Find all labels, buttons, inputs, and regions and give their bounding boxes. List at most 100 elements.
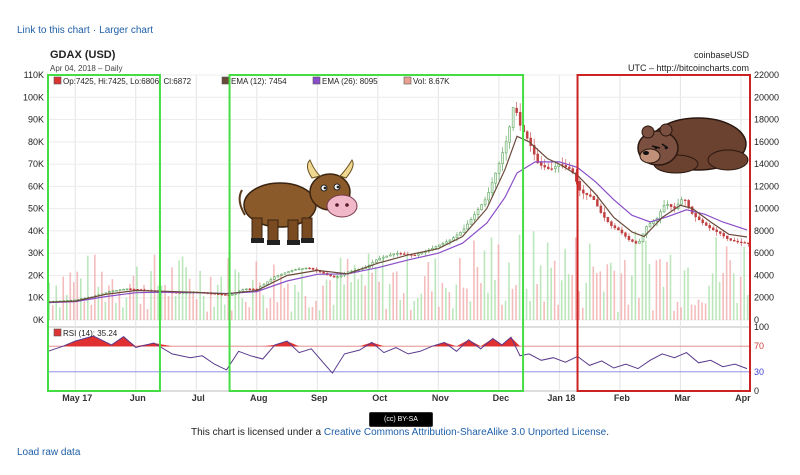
load-raw-data-link[interactable]: Load raw data <box>17 447 81 458</box>
volume-bar <box>434 258 437 320</box>
volume-bar <box>455 284 458 320</box>
x-tick: Sep <box>311 393 328 403</box>
chart-subtitle: Apr 04, 2018 – Daily <box>50 64 123 73</box>
volume-bar <box>729 260 731 320</box>
candle-body <box>624 232 627 237</box>
volume-bar <box>283 287 286 320</box>
volume-bar <box>694 305 696 320</box>
volume-bar <box>357 279 359 320</box>
y-left-tick: 60K <box>28 181 44 191</box>
candle-body <box>434 246 438 249</box>
candle-body <box>332 275 336 278</box>
volume-bar <box>402 293 405 320</box>
candle-body <box>634 241 638 244</box>
x-tick: Dec <box>493 393 510 403</box>
rsi-tick: 0 <box>754 386 759 396</box>
candle-body <box>666 204 669 206</box>
horizontal-gridlines <box>48 74 750 321</box>
cc-license-badge[interactable]: (cc) BY-SA <box>369 412 433 427</box>
candle-body <box>301 268 304 270</box>
candle-body <box>532 145 536 155</box>
candle-body <box>118 289 122 291</box>
license-suffix: . <box>606 427 609 438</box>
volume-bar <box>178 260 180 320</box>
volume-bar <box>602 291 605 320</box>
volume-bar <box>732 273 735 320</box>
rsi-line <box>47 335 748 374</box>
volume-bar <box>666 261 668 320</box>
volume-bar <box>325 279 328 320</box>
candle-body <box>396 253 399 255</box>
rsi-tick: 30 <box>754 367 764 377</box>
rsi-tick: 70 <box>754 341 764 351</box>
candle-body <box>501 152 504 164</box>
candle-body <box>241 289 245 292</box>
volume-bar <box>641 241 644 320</box>
volume-bar <box>564 248 566 320</box>
y-right-tick: 8000 <box>754 226 774 236</box>
volume-bar <box>94 254 96 320</box>
volume-bar <box>504 300 507 320</box>
volume-bar <box>423 276 426 320</box>
candle-body <box>582 189 585 194</box>
candle-body <box>740 241 743 244</box>
volume-bar <box>87 255 89 320</box>
legend-ohlc-swatch <box>53 76 62 85</box>
volume-bar <box>508 262 510 320</box>
volume-bar <box>374 266 377 320</box>
candle-body <box>578 180 582 191</box>
volume-bar <box>487 292 489 320</box>
volume-bar <box>150 271 152 320</box>
volume-bar <box>167 296 170 320</box>
candle-body <box>294 269 297 271</box>
volume-bar <box>406 254 409 320</box>
volume-bar <box>90 304 93 320</box>
volume-bar <box>192 292 194 320</box>
volume-bar <box>101 271 103 320</box>
candle-body <box>708 225 711 229</box>
candle-body <box>494 172 497 184</box>
volume-bar <box>687 267 689 320</box>
larger-chart-link[interactable]: Larger chart <box>99 25 154 36</box>
bull-box-2 <box>228 74 525 392</box>
link-to-chart[interactable]: Link to this chart <box>17 25 90 36</box>
volume-bar <box>125 297 128 320</box>
volume-bar <box>111 279 114 320</box>
volume-bar <box>350 282 352 320</box>
x-tick: Apr <box>735 393 751 403</box>
volume-bar <box>445 287 447 320</box>
volume-bar <box>494 279 496 320</box>
candle-body <box>290 270 294 272</box>
volume-bar <box>701 302 703 320</box>
volume-bar <box>638 297 640 320</box>
volume-bar <box>655 260 658 320</box>
rsi-tick: 100 <box>754 322 769 332</box>
candle-body <box>385 255 389 258</box>
candle-body <box>336 276 339 278</box>
volume-bar <box>501 304 503 320</box>
y-right-tick: 4000 <box>754 270 774 280</box>
volume-bar <box>301 268 303 320</box>
x-tick: Mar <box>674 393 691 403</box>
volume-bar <box>599 271 602 320</box>
source-left: coinbaseUSD <box>694 50 750 60</box>
volume-bar <box>620 273 623 320</box>
volume-bar <box>322 285 324 320</box>
link-separator: · <box>92 25 97 36</box>
candle-body <box>627 236 631 241</box>
volume-bar <box>273 264 275 320</box>
candle-body <box>687 200 690 208</box>
candle-body <box>725 235 729 239</box>
candle-body <box>518 111 522 126</box>
x-tick: Jan 18 <box>547 393 575 403</box>
candle-body <box>504 141 508 154</box>
volume-bar <box>634 231 637 320</box>
license-link[interactable]: Creative Commons Attribution-ShareAlike … <box>323 427 607 438</box>
volume-bar <box>669 254 672 320</box>
y-left-tick: 50K <box>28 204 44 214</box>
candle-body <box>382 256 385 259</box>
volume-bar <box>536 283 538 320</box>
volume-bar <box>490 237 493 320</box>
volume-bar <box>585 282 588 320</box>
volume-bar <box>462 287 465 320</box>
